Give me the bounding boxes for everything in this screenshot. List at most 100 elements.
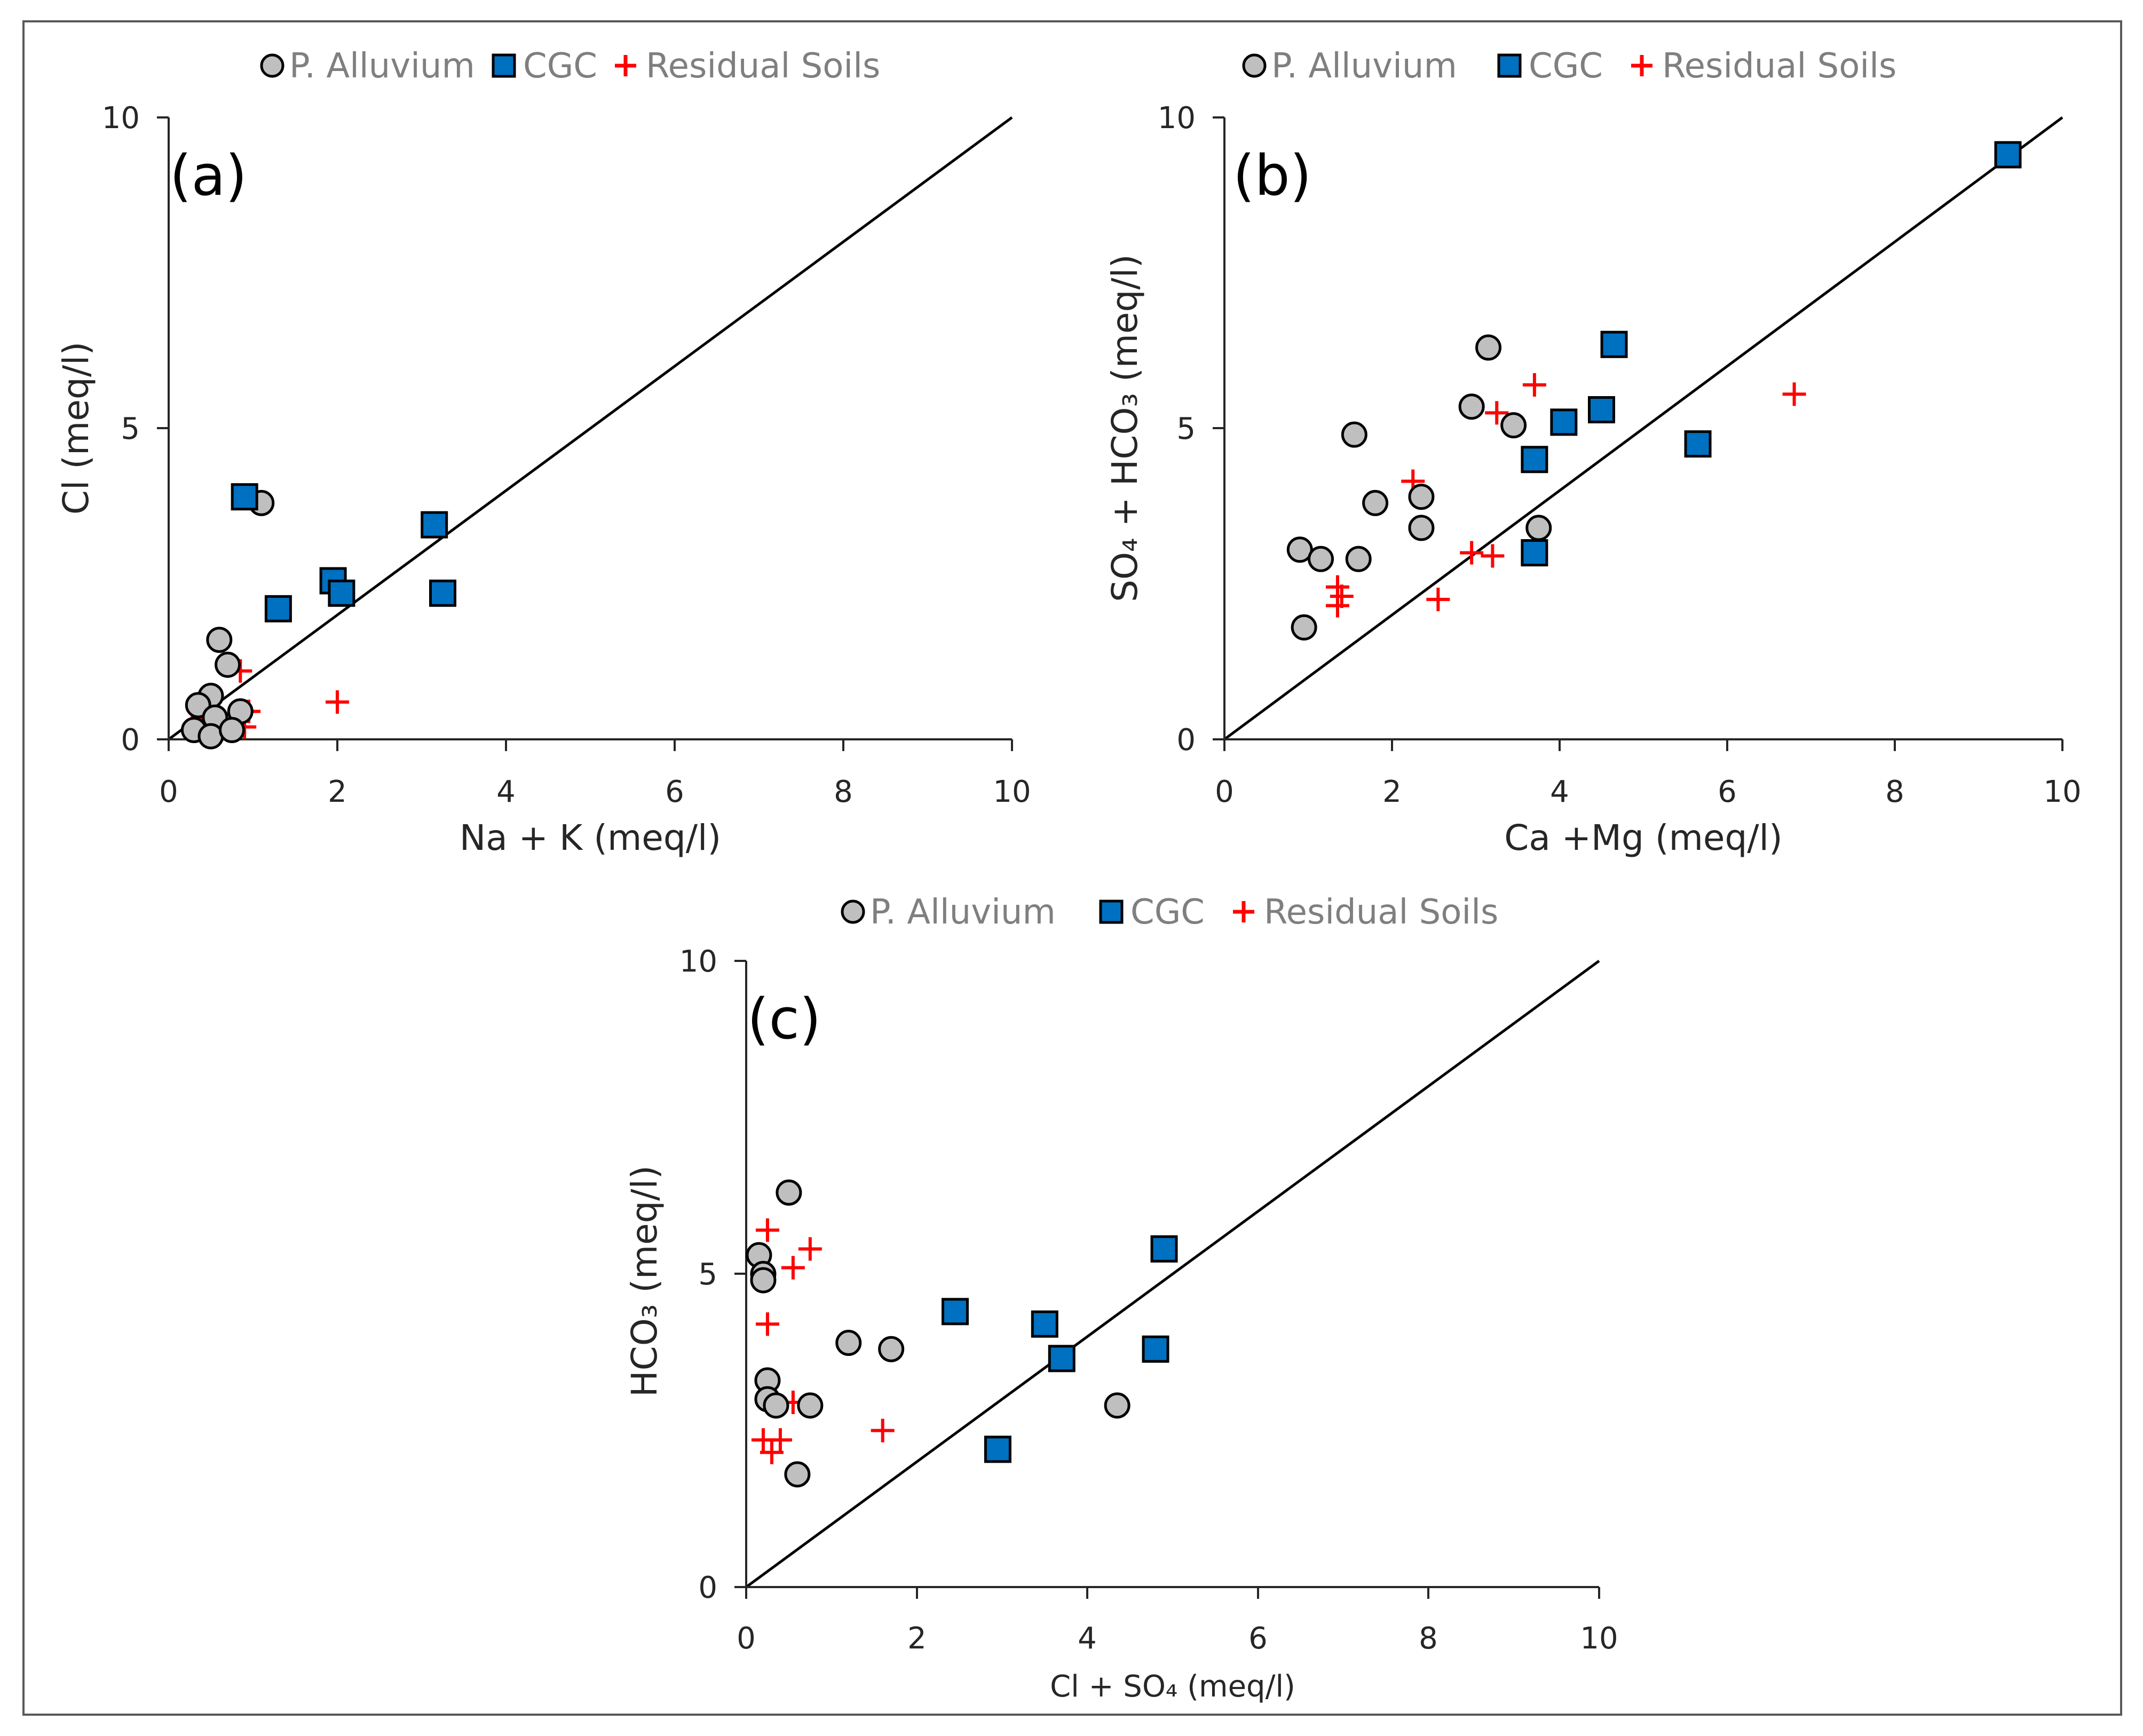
x-tick-label: 6: [665, 775, 684, 809]
alluvium-point: [784, 1461, 811, 1488]
residual-soil-point: [1485, 401, 1509, 425]
y-axis-title-a: Cl (meq/l): [56, 342, 97, 515]
x-tick-label: 4: [1078, 1621, 1097, 1656]
cgc-point: [1031, 1310, 1058, 1338]
legend-a: P. Alluvium CGC Residual Soils: [260, 46, 880, 86]
x-tick-label: 10: [993, 775, 1031, 809]
x-tick-label: 10: [2043, 775, 2081, 809]
legend-alluvium-marker: [260, 53, 284, 78]
legend-c: P. Alluvium CGC Residual Soils: [841, 893, 1498, 932]
alluvium-point: [1458, 393, 1485, 420]
legend-residual-label: Residual Soils: [1264, 893, 1498, 932]
x-axis-title-c: Cl + SO₄ (meq/l): [1050, 1669, 1295, 1704]
alluvium-point: [835, 1330, 862, 1356]
legend-cgc-label: CGC: [523, 46, 597, 86]
data-marks-b: [1286, 141, 2022, 641]
alluvium-point: [763, 1392, 789, 1419]
y-tick-label: 0: [698, 1571, 717, 1605]
x-tick-label: 0: [737, 1621, 756, 1656]
y-axis-title-c: HCO₃ (meq/l): [624, 1165, 665, 1397]
alluvium-point: [1408, 515, 1435, 541]
residual-soil-point: [768, 1428, 792, 1452]
legend-b: P. Alluvium CGC Residual Soils: [1242, 46, 1896, 86]
y-tick-label: 0: [1176, 723, 1196, 757]
y-tick-label: 10: [102, 101, 140, 136]
x-tick-label: 8: [1885, 775, 1904, 809]
residual-soil-point: [798, 1237, 822, 1261]
cgc-point: [1048, 1345, 1076, 1372]
cgc-point: [1550, 408, 1578, 436]
legend-alluvium-label: P. Alluvium: [870, 893, 1056, 932]
panel-label-b: (b): [1233, 143, 1311, 208]
alluvium-point: [1345, 546, 1372, 572]
legend-alluvium-label: P. Alluvium: [1271, 46, 1457, 86]
alluvium-point: [1475, 334, 1502, 361]
cgc-point: [1600, 330, 1628, 358]
figure-frame: [22, 20, 2122, 1716]
x-tick-label: 0: [1215, 775, 1234, 809]
alluvium-point: [776, 1179, 802, 1206]
alluvium-point: [797, 1392, 824, 1419]
x-tick-label: 8: [834, 775, 853, 809]
cgc-point: [1588, 396, 1615, 424]
legend-cgc-marker: [492, 53, 516, 78]
x-tick-label: 2: [1382, 775, 1402, 809]
cgc-point: [429, 579, 456, 607]
legend-residual-marker: [1631, 55, 1652, 76]
alluvium-point: [1525, 515, 1552, 541]
x-tick-label: 2: [328, 775, 347, 809]
legend-cgc-marker: [1497, 53, 1522, 78]
residual-soil-point: [1426, 587, 1450, 611]
x-tick-label: 6: [1248, 1621, 1268, 1656]
one-to-one-line-c: [745, 959, 1600, 1589]
y-tick-label: 10: [679, 944, 717, 979]
cgc-point: [1150, 1235, 1178, 1263]
residual-soil-point: [326, 690, 349, 714]
panel-c: P. Alluvium CGC Residual Soils 0 2 4 6 8…: [624, 893, 1618, 1704]
legend-cgc-label: CGC: [1529, 46, 1603, 86]
cgc-point: [942, 1298, 969, 1325]
cgc-point: [421, 511, 448, 539]
alluvium-point: [219, 717, 245, 744]
alluvium-point: [1408, 484, 1435, 510]
y-axis-title-b: SO₄ + HCO₃ (meq/l): [1104, 254, 1145, 602]
cgc-point: [1521, 539, 1548, 566]
cgc-point: [1684, 430, 1712, 458]
alluvium-point: [1362, 490, 1389, 516]
x-tick-label: 10: [1580, 1621, 1618, 1656]
panel-a: P. Alluvium CGC Residual Soils 0 2 4 6 8…: [56, 46, 1031, 858]
x-tick-label: 2: [907, 1621, 927, 1656]
residual-soil-point: [760, 1440, 784, 1464]
residual-soil-point: [781, 1256, 805, 1280]
y-tick-label: 10: [1158, 101, 1196, 136]
x-tick-label: 8: [1419, 1621, 1438, 1656]
panel-label-c: (c): [747, 987, 821, 1052]
cgc-point: [1521, 446, 1548, 474]
alluvium-point: [1104, 1392, 1130, 1419]
y-tick-label: 5: [698, 1257, 717, 1292]
x-tick-label: 0: [159, 775, 178, 809]
panel-b: P. Alluvium CGC Residual Soils 0 2 4 6 8…: [1104, 46, 2082, 858]
x-tick-label: 6: [1718, 775, 1737, 809]
panel-label-a: (a): [170, 143, 247, 208]
alluvium-point: [1291, 614, 1317, 641]
legend-residual-label: Residual Soils: [646, 46, 880, 86]
cgc-point: [264, 595, 292, 622]
axes-b: 0 2 4 6 8 10 0 5 10 Ca +Mg (meq/l) SO₄ +…: [1104, 101, 2082, 858]
y-tick-label: 5: [121, 412, 140, 446]
cgc-point: [328, 579, 355, 607]
residual-soil-point: [1782, 382, 1806, 406]
legend-alluvium-marker: [1242, 53, 1267, 78]
x-tick-label: 4: [1550, 775, 1569, 809]
cgc-point: [231, 483, 258, 511]
residual-soil-point: [755, 1312, 779, 1336]
legend-residual-marker: [615, 55, 636, 76]
residual-soil-point: [871, 1418, 895, 1442]
residual-soil-point: [1481, 544, 1505, 568]
data-marks-c: [746, 1179, 1178, 1488]
legend-cgc-label: CGC: [1130, 893, 1205, 932]
alluvium-point: [750, 1267, 777, 1293]
residual-soil-point: [1325, 594, 1349, 618]
